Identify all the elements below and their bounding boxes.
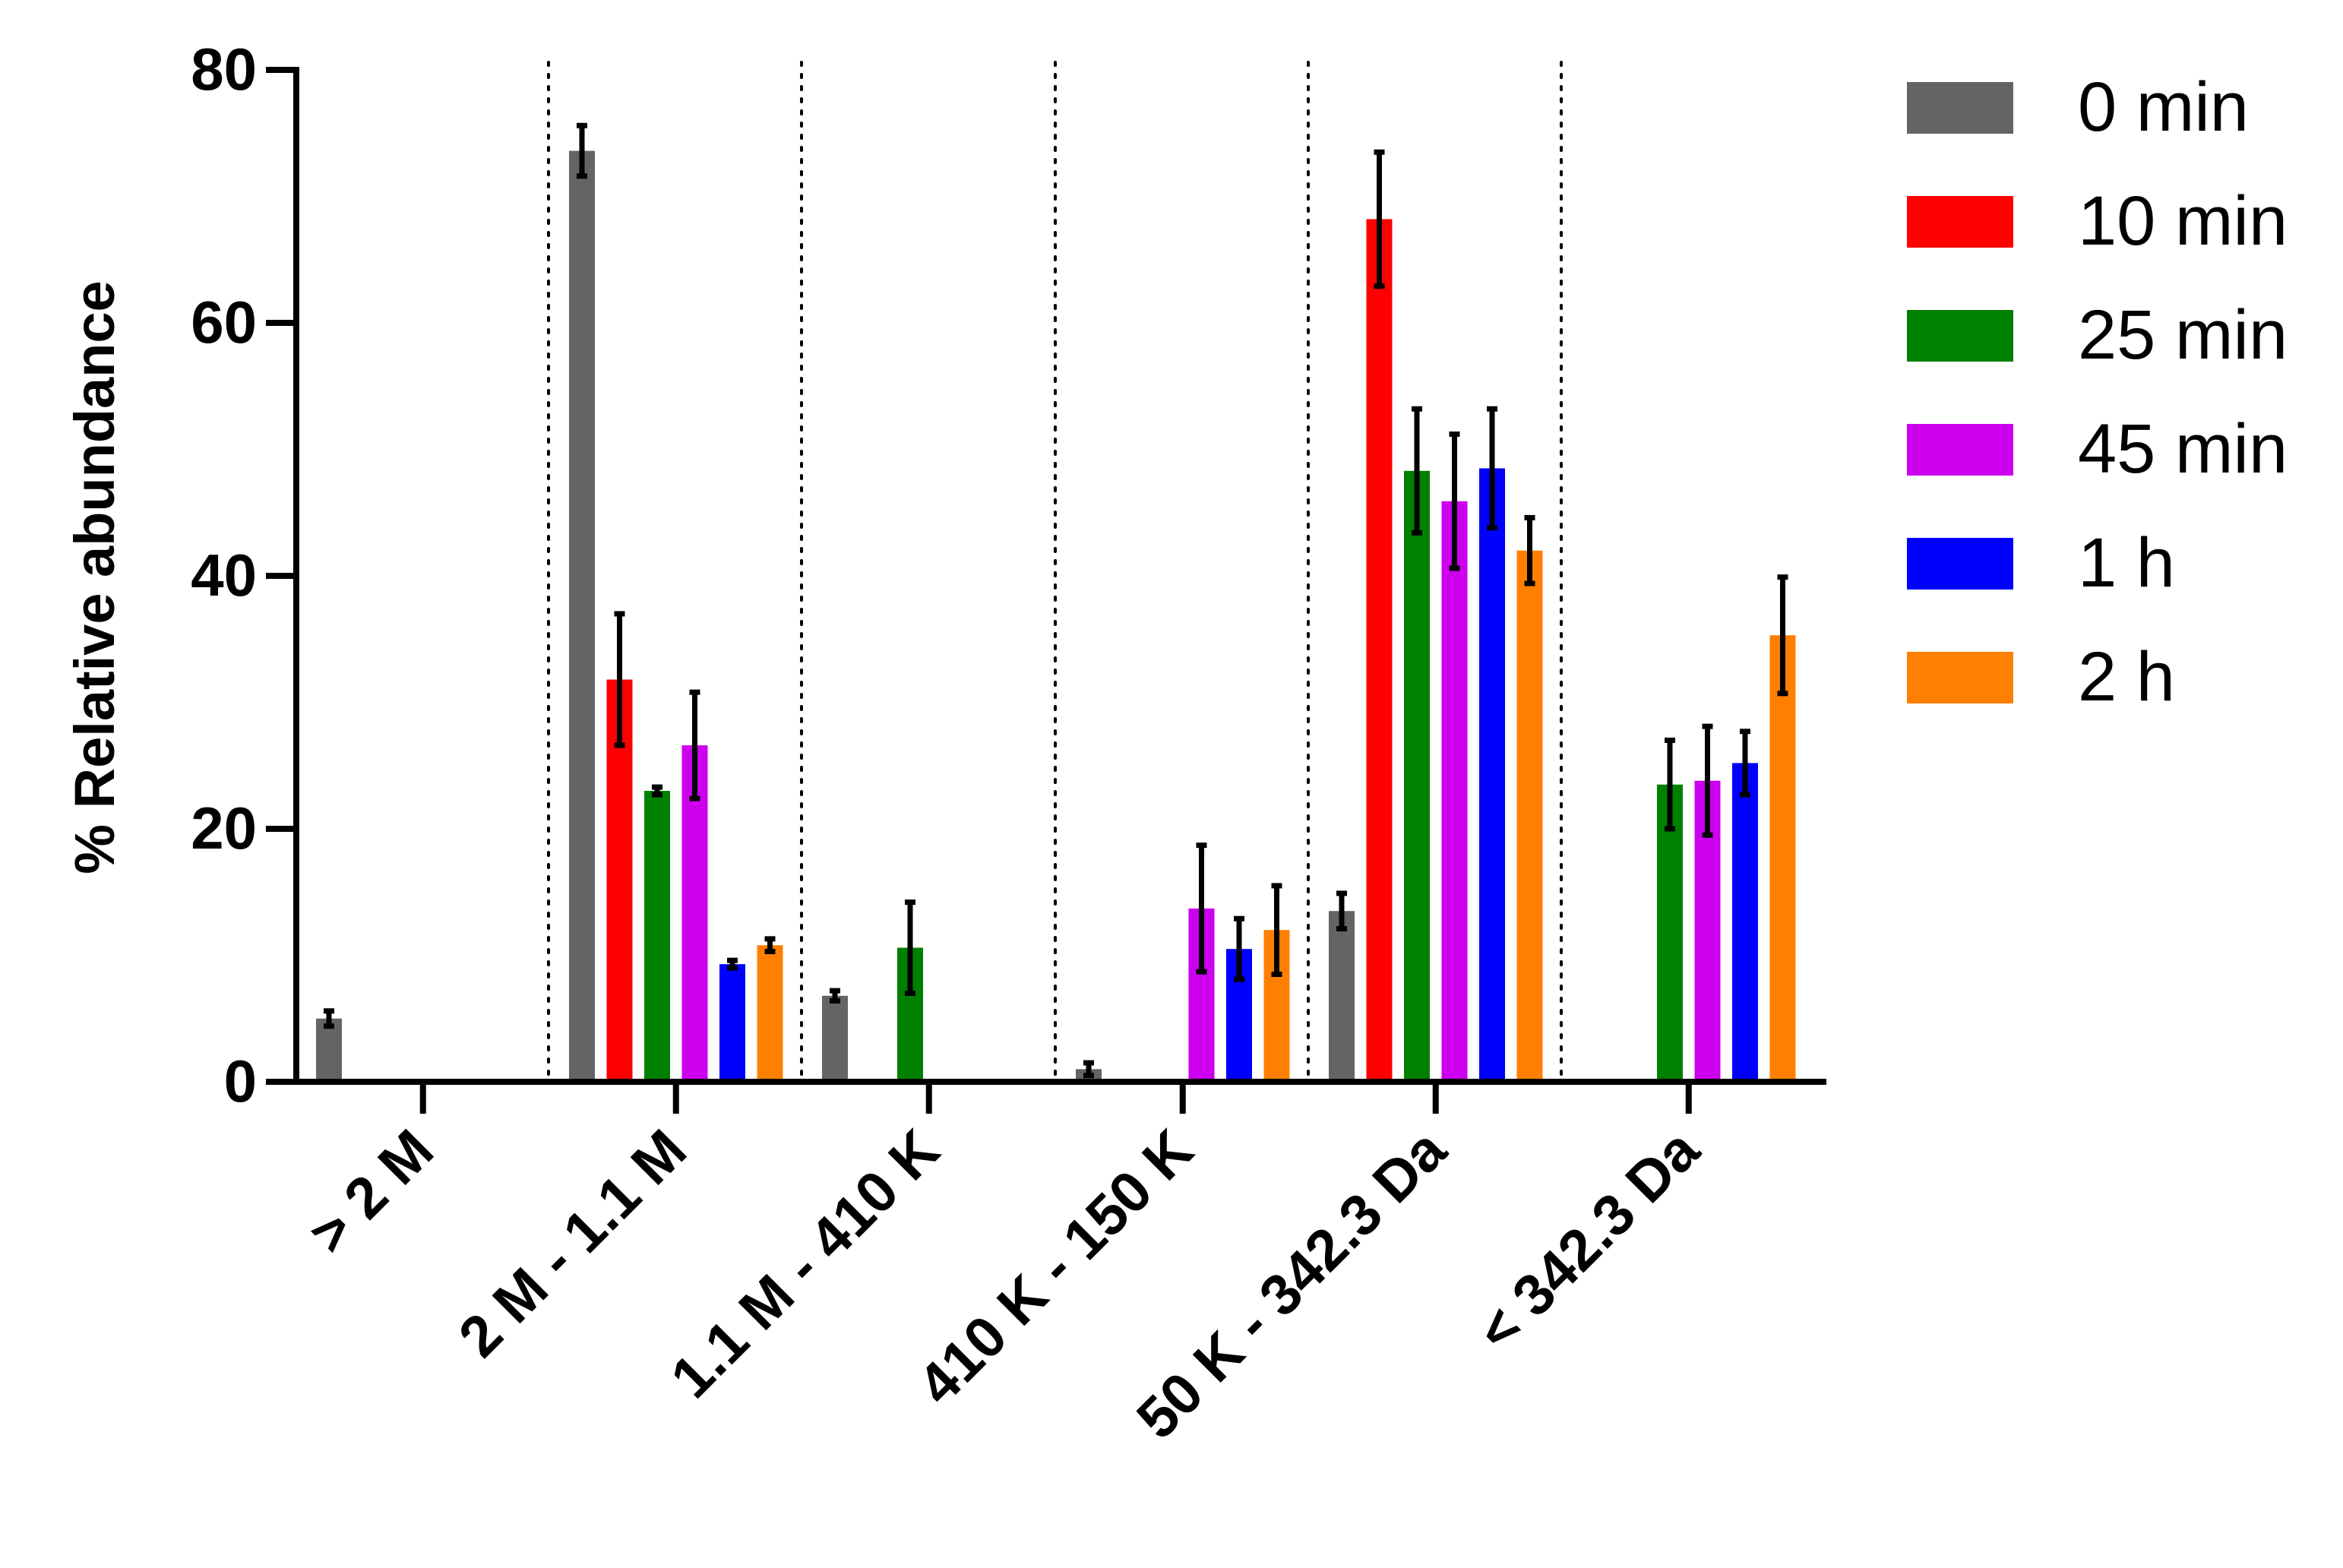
y-tick-label-2: 40 xyxy=(191,542,257,609)
error-bar-5-4 xyxy=(1740,729,1750,798)
error-bar-4-4 xyxy=(1487,406,1497,531)
error-bar-2-0 xyxy=(830,988,840,1004)
error-bar-0-0 xyxy=(324,1008,334,1029)
legend-swatch-5 xyxy=(1907,652,2013,703)
legend-item-0: 0 min xyxy=(1907,68,2249,146)
bar-1-3 xyxy=(681,745,708,1082)
error-bar-5-2 xyxy=(1665,737,1675,832)
legend-label-3: 45 min xyxy=(2078,410,2288,488)
legend-item-5: 2 h xyxy=(1907,638,2175,716)
legend-item-1: 10 min xyxy=(1907,182,2288,260)
bar-4-2 xyxy=(1404,470,1430,1082)
axes xyxy=(293,67,1826,1085)
bar-1-2 xyxy=(644,791,670,1082)
bar-2-0 xyxy=(822,995,848,1082)
bars xyxy=(316,150,1796,1083)
legend-item-4: 1 h xyxy=(1907,524,2175,602)
error-bar-1-4 xyxy=(727,957,738,971)
y-tick-label-3: 60 xyxy=(191,289,257,356)
legend-swatch-2 xyxy=(1907,310,2013,362)
error-bar-1-0 xyxy=(577,122,587,179)
y-tick-label-4: 80 xyxy=(191,36,257,103)
error-bar-4-3 xyxy=(1449,432,1460,571)
y-tick-label-1: 20 xyxy=(191,795,257,861)
group-separators xyxy=(547,61,1563,1083)
error-bar-3-3 xyxy=(1196,842,1207,975)
error-bar-4-2 xyxy=(1412,406,1422,536)
legend: 0 min 10 min 25 min 45 min 1 h 2 h xyxy=(1907,68,2288,716)
y-tick-label-0: 0 xyxy=(224,1048,257,1114)
x-tick-label-5: < 342.3 Da xyxy=(1465,1117,1712,1364)
error-bar-1-1 xyxy=(614,611,625,748)
legend-swatch-1 xyxy=(1907,196,2013,248)
bar-1-0 xyxy=(569,150,595,1082)
legend-label-0: 0 min xyxy=(2078,68,2249,146)
error-bar-1-5 xyxy=(764,936,776,955)
bar-4-3 xyxy=(1441,501,1468,1082)
error-bar-2-2 xyxy=(905,899,915,996)
legend-swatch-0 xyxy=(1907,82,2013,134)
legend-swatch-4 xyxy=(1907,538,2013,590)
error-bar-4-5 xyxy=(1524,514,1535,586)
bar-0-0 xyxy=(316,1018,342,1082)
error-bar-4-1 xyxy=(1374,149,1385,289)
error-bar-5-5 xyxy=(1777,574,1788,697)
legend-label-5: 2 h xyxy=(2078,638,2175,716)
x-tick-label-0: > 2 M xyxy=(297,1118,446,1266)
bar-5-5 xyxy=(1769,635,1796,1082)
legend-label-4: 1 h xyxy=(2078,524,2175,602)
y-axis-label: % Relative abundance xyxy=(63,280,126,874)
bar-5-4 xyxy=(1732,763,1758,1082)
bar-4-5 xyxy=(1516,550,1543,1082)
error-bar-1-2 xyxy=(652,784,662,798)
error-bar-5-3 xyxy=(1702,723,1713,838)
x-tick-label-1: 2 M - 1.1 M xyxy=(447,1118,699,1370)
x-tick-label-2: 1.1 M - 410 K xyxy=(659,1118,952,1411)
error-bar-3-0 xyxy=(1083,1060,1094,1079)
error-bar-3-4 xyxy=(1234,915,1244,982)
error-bar-4-0 xyxy=(1336,890,1347,932)
bar-1-4 xyxy=(719,964,745,1082)
bar-5-2 xyxy=(1657,784,1683,1082)
bar-4-4 xyxy=(1479,468,1505,1082)
bar-4-1 xyxy=(1366,219,1393,1083)
error-bar-3-5 xyxy=(1271,883,1282,977)
legend-label-1: 10 min xyxy=(2078,182,2288,260)
error-bars xyxy=(324,122,1788,1079)
legend-item-2: 25 min xyxy=(1907,296,2288,374)
bar-4-0 xyxy=(1329,911,1355,1082)
error-bar-1-3 xyxy=(689,689,700,801)
bar-1-5 xyxy=(757,945,783,1082)
y-ticks: 0 20 40 60 80 xyxy=(191,36,296,1114)
legend-item-3: 45 min xyxy=(1907,410,2288,488)
legend-label-2: 25 min xyxy=(2078,296,2288,374)
legend-swatch-3 xyxy=(1907,424,2013,476)
